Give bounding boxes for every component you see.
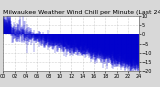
- Text: Milwaukee Weather Wind Chill per Minute (Last 24 Hours): Milwaukee Weather Wind Chill per Minute …: [3, 10, 160, 15]
